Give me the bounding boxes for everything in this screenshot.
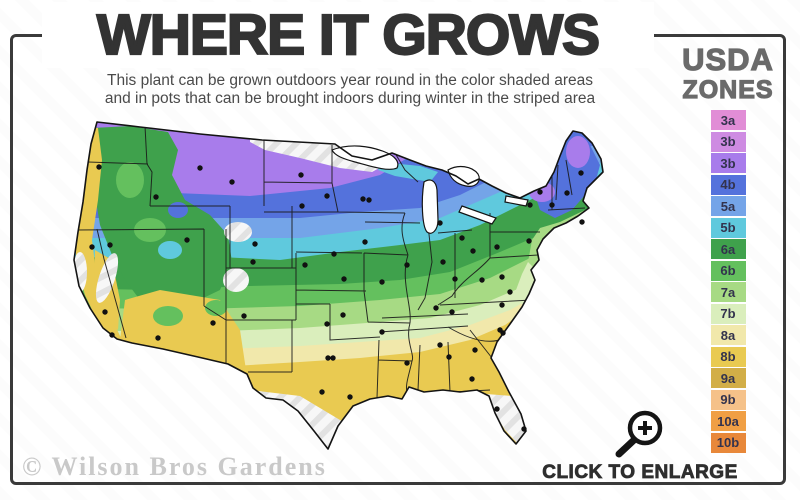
legend-zone-swatch: 3b bbox=[710, 153, 746, 173]
city-dots bbox=[89, 164, 585, 432]
usda-zones-legend: USDA ZONES 3a 3b 3b 4b 5a 5b 6a 6b 7a 7b 8a 8b 9a 9b 1… bbox=[668, 42, 788, 454]
page-title: WHERE IT GROWS bbox=[42, 2, 654, 68]
click-to-enlarge[interactable]: CLICK TO ENLARGE bbox=[540, 408, 740, 484]
legend-zone-swatch: 3a bbox=[710, 110, 746, 130]
subtitle-line-1: This plant can be grown outdoors year ro… bbox=[107, 72, 593, 89]
legend-zone-swatch: 9b bbox=[710, 389, 746, 410]
legend-zone-swatch: 10b bbox=[710, 432, 746, 453]
legend-zone-swatch: 4b bbox=[710, 174, 746, 195]
legend-zone-swatch: 7a bbox=[710, 282, 746, 302]
state-borders bbox=[76, 125, 586, 399]
legend-zone-swatch: 8b bbox=[710, 346, 746, 367]
watermark: © Wilson Bros Gardens bbox=[22, 452, 327, 481]
legend-zone-swatch: 8a bbox=[710, 325, 746, 345]
subtitle-line-2: and in pots that can be brought indoors … bbox=[104, 90, 596, 107]
legend-zone-swatch: 7b bbox=[710, 303, 746, 324]
subtitle: This plant can be grown outdoors year ro… bbox=[60, 72, 640, 108]
legend-title-usda: USDA bbox=[681, 42, 774, 77]
click-to-enlarge-label: CLICK TO ENLARGE bbox=[542, 462, 738, 484]
great-lakes bbox=[331, 145, 529, 234]
legend-zone-swatch: 5a bbox=[710, 196, 746, 216]
us-hardiness-map-svg bbox=[73, 121, 604, 450]
magnifier-plus-icon bbox=[615, 410, 663, 458]
legend-zone-list: 3a 3b 3b 4b 5a 5b 6a 6b 7a 7b 8a 8b 9a 9b 10a 10b bbox=[668, 110, 788, 454]
legend-zone-swatch: 6b bbox=[710, 260, 746, 281]
legend-zone-swatch: 5b bbox=[710, 217, 746, 238]
legend-zone-swatch: 9a bbox=[710, 368, 746, 388]
legend-zone-swatch: 3b bbox=[710, 131, 746, 152]
legend-title: USDA ZONES bbox=[668, 42, 788, 104]
legend-zone-swatch: 10a bbox=[710, 411, 746, 431]
us-outline bbox=[73, 121, 604, 450]
usda-zone-map[interactable] bbox=[50, 100, 640, 465]
legend-zone-swatch: 6a bbox=[710, 239, 746, 259]
legend-title-zones: ZONES bbox=[682, 76, 774, 104]
